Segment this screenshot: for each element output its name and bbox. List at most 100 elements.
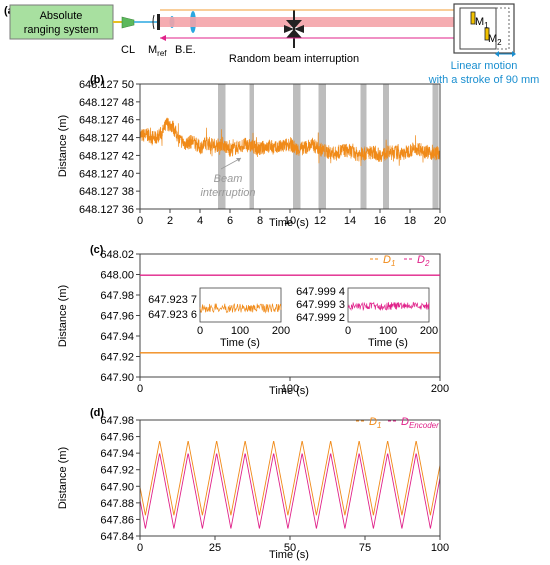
inset-d2-ytick-0: 647.999 4 (296, 286, 345, 298)
b-xtick-label: 2 (167, 215, 173, 227)
inset-d1-ytick-0: 647.923 7 (148, 294, 197, 306)
b-xtick-label: 18 (404, 215, 416, 227)
beam-annotation-2: interruption (200, 187, 255, 199)
setup-diagram: (a) Absolute ranging system CL Mref B.E.… (4, 3, 540, 86)
b-xtick-label: 4 (197, 215, 203, 227)
b-xtick-label: 14 (344, 215, 356, 227)
y-axis-label-d: Distance (m) (57, 447, 69, 509)
b-xtick-label: 8 (257, 215, 263, 227)
dencoder-trace-d (139, 453, 441, 529)
b-ytick-label: 648.127 36 (79, 204, 134, 216)
b-xtick-label: 0 (137, 215, 143, 227)
y-axis-label-c: Distance (m) (57, 285, 69, 347)
x-axis-label-d: Time (s) (269, 549, 309, 561)
inset-d1: 647.923 7 647.923 6 0 100 200 Time (s) (148, 287, 290, 349)
interruption-band (432, 84, 439, 209)
b-xtick-label: 20 (434, 215, 446, 227)
inset-d1-xtick-2: 200 (272, 325, 290, 337)
distance-trace-b (139, 117, 441, 167)
d-ytick-label: 647.94 (100, 448, 134, 460)
inset-d1-ytick-1: 647.923 6 (148, 309, 197, 321)
inset-d2-ytick-2: 647.999 2 (296, 312, 345, 324)
x-axis-label-c: Time (s) (269, 385, 309, 397)
legend-d1-c: D1 (383, 254, 395, 268)
c-xtick-label: 200 (431, 383, 449, 395)
laser-beam (160, 17, 463, 27)
c-xtick-label: 100 (281, 383, 299, 395)
inset-d2-trace (347, 301, 430, 312)
inset-d2: 647.999 4 647.999 3 647.999 2 0 100 200 … (296, 286, 438, 349)
legend-c: D1 D2 (370, 254, 430, 268)
c-ytick-label: 647.90 (100, 372, 134, 384)
b-xtick-label: 16 (374, 215, 386, 227)
d-ytick-label: 647.88 (100, 498, 134, 510)
inset-d1-xlabel: Time (s) (220, 337, 260, 349)
mref-mirror-curve (152, 14, 155, 30)
panel-label-c: (c) (90, 244, 104, 256)
d-xtick-label: 25 (209, 542, 221, 554)
x-axis-label-b: Time (s) (269, 217, 309, 229)
panel-label-b: (b) (90, 74, 104, 86)
interruption-label: Random beam interruption (229, 53, 359, 65)
b-xtick-label: 6 (227, 215, 233, 227)
b-ytick-label: 648.127 46 (79, 115, 134, 127)
d-ytick-label: 647.90 (100, 481, 134, 493)
legend-d: D1 DEncoder (356, 416, 439, 430)
d-xtick-label: 100 (431, 542, 449, 554)
stage-carriage (459, 7, 497, 50)
d-ytick-label: 647.86 (100, 514, 134, 526)
d-ytick-label: 647.96 (100, 432, 134, 444)
mref-mirror (157, 14, 160, 30)
c-xtick-label: 0 (137, 383, 143, 395)
panel-label-d: (d) (90, 407, 104, 419)
legend-dencoder-d: DEncoder (401, 416, 439, 430)
legend-d1-d: D1 (369, 416, 381, 430)
d-ytick-label: 647.84 (100, 531, 134, 543)
b-xtick-label: 10 (284, 215, 296, 227)
beam-chopper (284, 10, 304, 48)
m2-label: M2 (488, 33, 502, 47)
c-ytick-label: 648.02 (100, 249, 134, 261)
inset-d1-xtick-0: 0 (197, 325, 203, 337)
m2-mirror (484, 27, 490, 41)
d-xtick-label: 75 (359, 542, 371, 554)
chart-c: (c) 647.90 647.92 647.94 647.96 647.98 648.00… (57, 244, 449, 397)
ranging-system-label-2: ranging system (24, 24, 99, 36)
b-ytick-label: 648.127 40 (79, 168, 134, 180)
beam-annotation-1: Beam (214, 173, 243, 185)
d-ytick-label: 647.92 (100, 465, 134, 477)
b-ytick-label: 648.127 42 (79, 150, 134, 162)
ranging-system-label-1: Absolute (40, 10, 83, 22)
legend-d2-c: D2 (417, 254, 430, 268)
d-xtick-label: 50 (284, 542, 296, 554)
b-ytick-label: 648.127 50 (79, 79, 134, 91)
chart-d: (d) 647.84 647.86 647.88 647.90 647.92 647.94… (57, 407, 449, 561)
b-xtick-label: 12 (314, 215, 326, 227)
inset-d2-xtick-2: 200 (420, 325, 438, 337)
inset-d2-ytick-1: 647.999 3 (296, 299, 345, 311)
cl-label: CL (121, 44, 135, 56)
interruption-band (360, 84, 367, 209)
mref-label: Mref (148, 44, 167, 58)
m1-mirror (470, 11, 476, 25)
b-ytick-label: 648.127 48 (79, 97, 134, 109)
c-ytick-label: 647.98 (100, 290, 134, 302)
c-ytick-label: 648.00 (100, 270, 134, 282)
c-ytick-label: 647.96 (100, 311, 134, 323)
b-ytick-label: 648.127 44 (79, 133, 134, 145)
motion-label-1: Linear motion (451, 60, 518, 72)
m1-label: M1 (475, 16, 489, 30)
y-axis-label-b: Distance (m) (57, 115, 69, 177)
chart-b: (b) 648.127 36 648.127 38 648.127 40 648.12… (57, 74, 446, 229)
d-xtick-label: 0 (137, 542, 143, 554)
c-ytick-label: 647.94 (100, 331, 134, 343)
be-label: B.E. (175, 44, 196, 56)
motion-label-2: with a stroke of 90 mm (428, 74, 540, 86)
stage-travel (495, 7, 510, 50)
d1-trace-d (139, 441, 441, 516)
c-ytick-label: 647.92 (100, 352, 134, 364)
d-ytick-label: 647.98 (100, 415, 134, 427)
inset-d1-trace (199, 303, 282, 314)
inset-d1-xtick-1: 100 (231, 325, 249, 337)
